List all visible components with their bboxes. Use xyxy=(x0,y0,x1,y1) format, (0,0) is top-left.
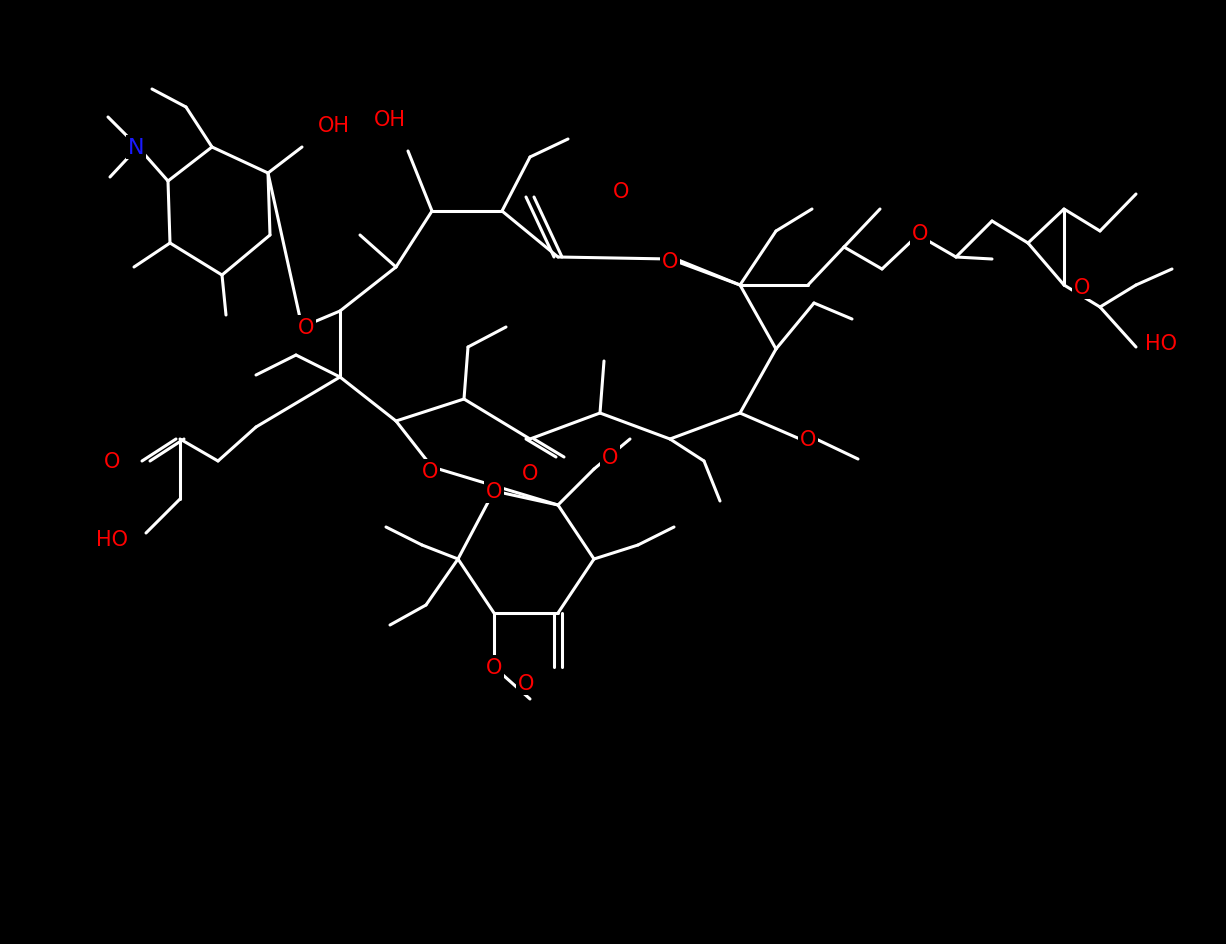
Text: O: O xyxy=(485,657,503,677)
Text: O: O xyxy=(799,430,817,449)
Text: O: O xyxy=(613,182,629,202)
Text: HO: HO xyxy=(1145,333,1177,354)
Text: O: O xyxy=(298,318,314,338)
Text: N: N xyxy=(128,138,145,158)
Text: OH: OH xyxy=(318,116,349,136)
Text: O: O xyxy=(517,673,535,693)
Text: O: O xyxy=(1074,278,1090,297)
Text: O: O xyxy=(602,447,618,467)
Text: OH: OH xyxy=(374,110,406,130)
Text: O: O xyxy=(662,252,678,272)
Text: O: O xyxy=(104,451,120,471)
Text: O: O xyxy=(912,224,928,244)
Text: HO: HO xyxy=(96,530,128,549)
Text: O: O xyxy=(522,464,538,483)
Text: O: O xyxy=(485,481,503,501)
Text: O: O xyxy=(422,462,438,481)
